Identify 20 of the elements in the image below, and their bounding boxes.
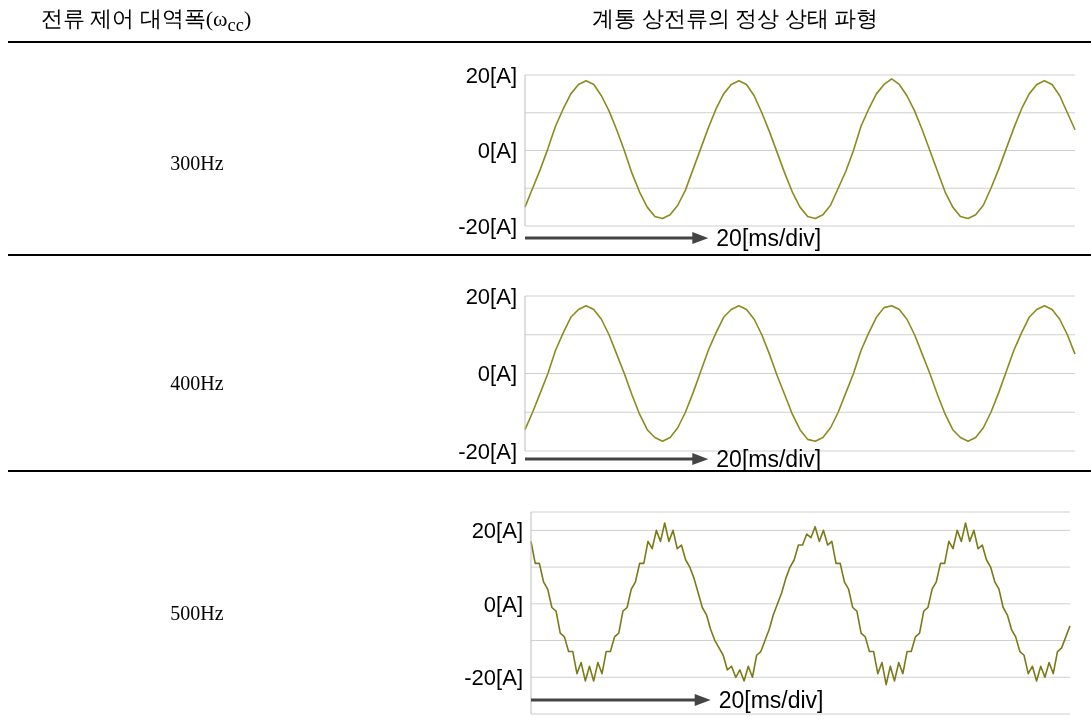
line-series xyxy=(524,77,1076,220)
x-axis-title: 20[ms/div] xyxy=(716,445,822,473)
y-tick-label: 20[A] xyxy=(471,518,523,544)
line-series xyxy=(530,522,1071,686)
text: 500Hz xyxy=(169,601,225,626)
y-tick-label: -20[A] xyxy=(464,665,523,691)
x-axis-title: 20[ms/div] xyxy=(718,686,824,714)
y-tick-label: 0[A] xyxy=(477,361,517,387)
line-series xyxy=(524,304,1076,443)
y-tick-label: 20[A] xyxy=(465,62,517,88)
text: 전류 제어 대역폭(ω$_{cc}$) xyxy=(39,5,253,38)
y-tick-label: -20[A] xyxy=(458,438,517,464)
text: 300Hz xyxy=(169,151,225,176)
y-tick-label: 20[A] xyxy=(465,283,517,309)
y-tick-label: 0[A] xyxy=(477,138,517,164)
y-tick-label: -20[A] xyxy=(458,213,517,239)
text: 400Hz xyxy=(169,371,225,396)
y-tick-label: 0[A] xyxy=(483,591,523,617)
text: 계통 상전류의 정상 상태 파형 xyxy=(591,5,879,33)
x-axis-title: 20[ms/div] xyxy=(716,224,822,252)
